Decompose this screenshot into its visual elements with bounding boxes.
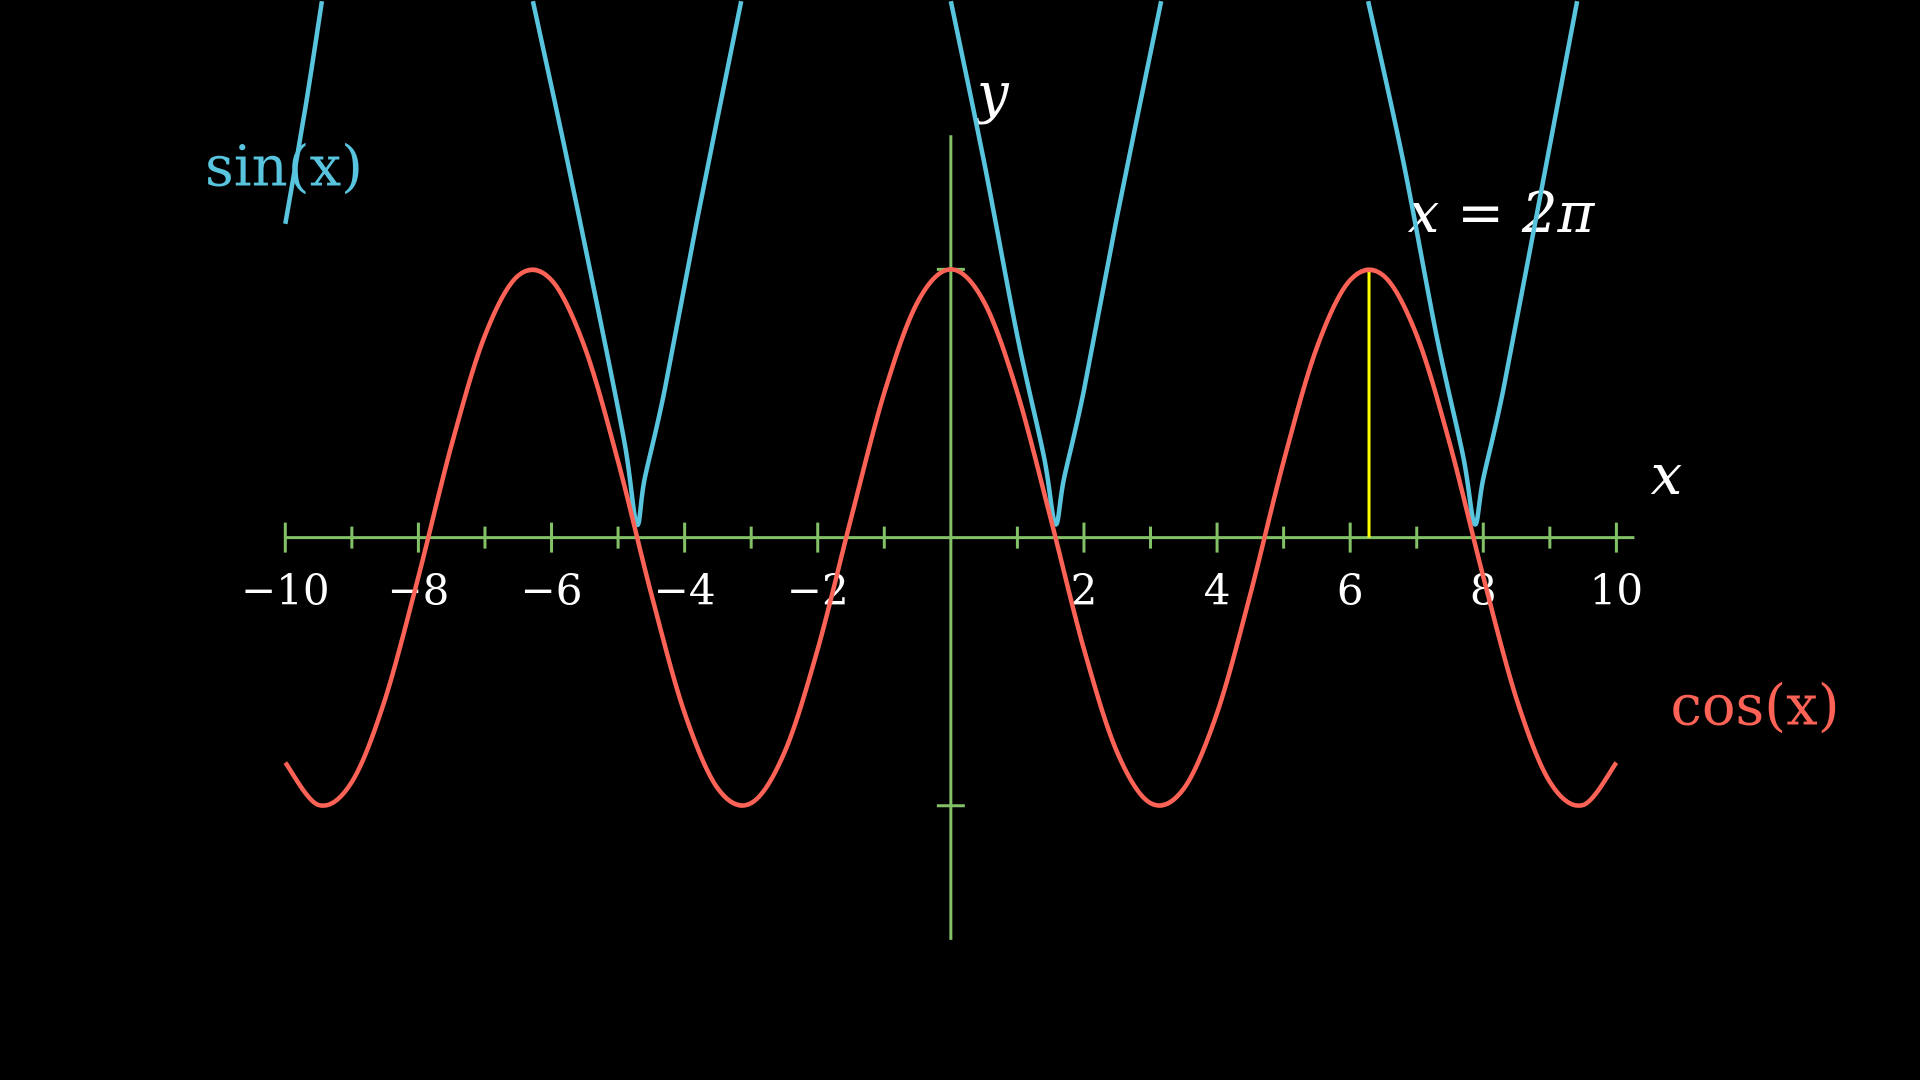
- x-axis-label: x: [1651, 443, 1683, 508]
- x-tick-label: 2: [1071, 566, 1098, 615]
- x-tick-label: 10: [1590, 566, 1643, 615]
- series-label: sin(x): [205, 135, 363, 200]
- x-tick-label: −10: [241, 566, 330, 615]
- series-line: [283, 267, 1619, 808]
- x-tick-label: −4: [654, 566, 716, 615]
- x-tick-label: −6: [521, 566, 583, 615]
- y-axis-label: y: [974, 61, 1010, 126]
- series-label: cos(x): [1670, 674, 1839, 739]
- x-tick-label: 6: [1337, 566, 1364, 615]
- annotation-label: x = 2π: [1408, 181, 1596, 246]
- series-line: [283, 0, 1580, 528]
- x-tick-label: 4: [1204, 566, 1231, 615]
